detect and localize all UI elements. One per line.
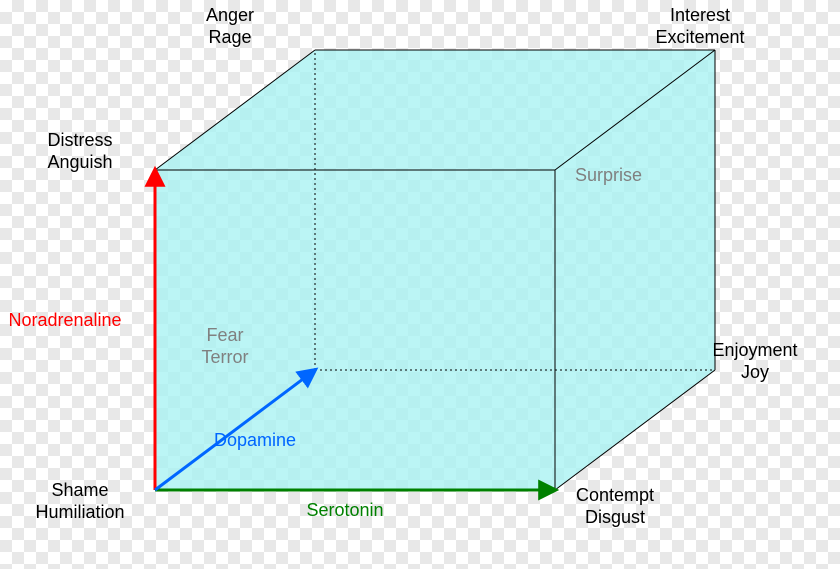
label-yz: AngerRage <box>206 5 254 48</box>
label-x: ContemptDisgust <box>576 485 654 528</box>
label-axis-serotonin: Serotonin <box>306 500 383 522</box>
label-axis-dopamine: Dopamine <box>214 430 296 452</box>
label-y: DistressAnguish <box>47 130 112 173</box>
label-origin: ShameHumiliation <box>35 480 124 523</box>
label-xyz: InterestExcitement <box>655 5 744 48</box>
label-axis-noradrenaline: Noradrenaline <box>8 310 121 332</box>
label-z: FearTerror <box>201 325 248 368</box>
label-xz: EnjoymentJoy <box>712 340 797 383</box>
emotion-cube-diagram <box>0 0 840 569</box>
label-xy: Surprise <box>575 165 642 187</box>
